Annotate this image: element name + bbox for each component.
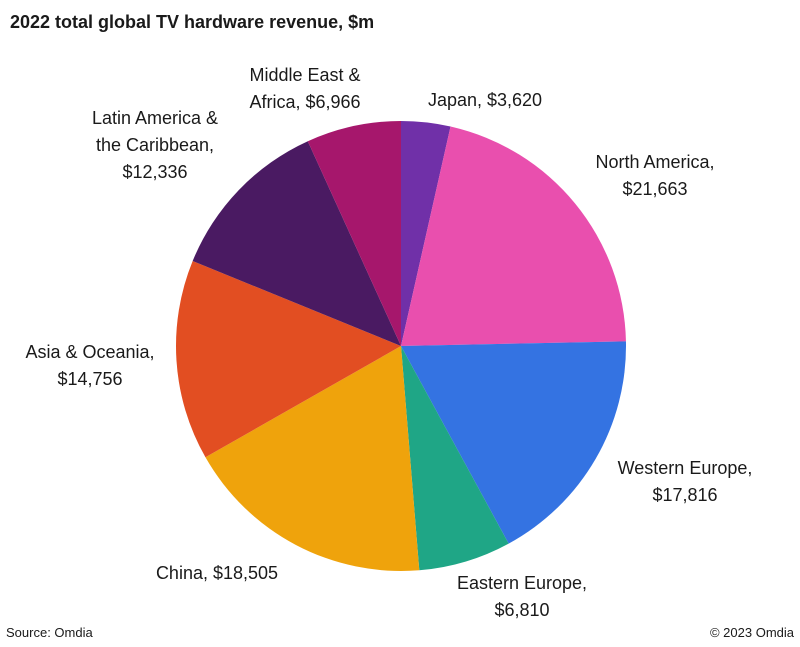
slice-label: Middle East & Africa, $6,966 <box>249 65 360 112</box>
slice-label: China, $18,505 <box>156 563 278 583</box>
slice-label: Western Europe, $17,816 <box>618 458 753 505</box>
pie-slice-eastern-europe <box>401 346 509 571</box>
slice-label: Asia & Oceania, $14,756 <box>25 342 154 389</box>
pie-slice-middle-east-africa <box>307 121 401 346</box>
pie-slice-japan <box>401 121 451 346</box>
copyright-note: © 2023 Omdia <box>709 625 794 640</box>
pie-slice-asia-oceania <box>175 261 401 458</box>
slice-label: North America, $21,663 <box>595 152 714 199</box>
slice-label: Eastern Europe, $6,810 <box>457 573 587 620</box>
slice-label: Latin America & the Caribbean, $12,336 <box>92 108 218 182</box>
pie-slice-north-america <box>401 126 626 346</box>
slice-label: Japan, $3,620 <box>428 90 542 110</box>
chart-title: 2022 total global TV hardware revenue, $… <box>10 12 375 32</box>
source-note: Source: Omdia <box>6 625 93 640</box>
pie-slice-western-europe <box>401 341 626 544</box>
pie-slice-china <box>205 346 420 571</box>
pie-slice-latin-america-the-caribbean <box>192 141 401 346</box>
